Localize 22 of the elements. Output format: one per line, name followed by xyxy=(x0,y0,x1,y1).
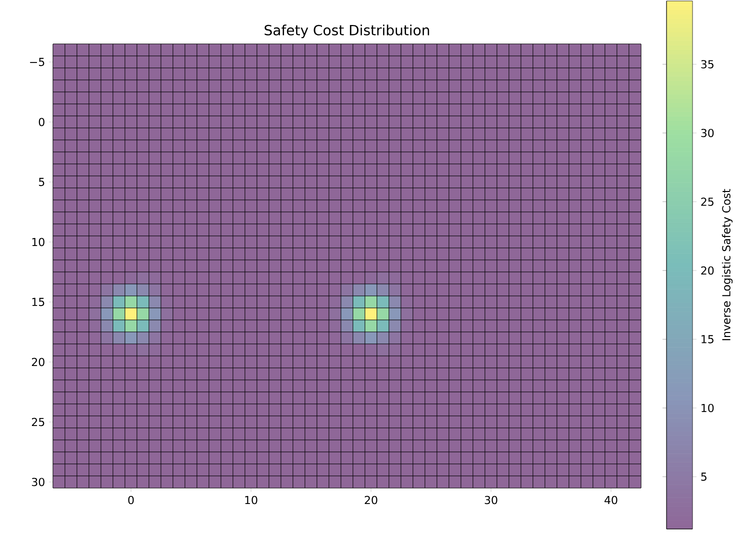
chart-title: Safety Cost Distribution xyxy=(264,24,430,38)
y-tick-label: 0 xyxy=(38,118,44,126)
y-tick-label: 30 xyxy=(32,478,44,486)
color-bar-label: 35 xyxy=(701,60,714,68)
color-bar-label: 20 xyxy=(701,266,714,275)
y-tick-label: 10 xyxy=(32,238,44,246)
y-tick-label: 15 xyxy=(32,298,44,306)
color-bar-label: 30 xyxy=(701,128,714,138)
color-bar-label: 15 xyxy=(702,335,714,344)
color-bar-label: 25 xyxy=(701,198,714,206)
y-tick-label: 20 xyxy=(32,358,44,366)
y-tick-label: 25 xyxy=(32,418,44,426)
x-tick-label: 10 xyxy=(245,496,258,504)
x-tick-label: 0 xyxy=(128,496,134,504)
x-tick-label: 30 xyxy=(484,496,498,504)
color-bar-title: Inverse Logistic Safety Cost xyxy=(722,189,733,340)
color-bar-label: 10 xyxy=(702,404,714,412)
x-tick-label: 40 xyxy=(604,496,618,504)
y-tick-label: −5 xyxy=(30,58,44,66)
x-tick-label: 20 xyxy=(364,496,378,504)
y-tick-label: 5 xyxy=(38,178,44,186)
color-bar-label: 5 xyxy=(701,472,706,481)
